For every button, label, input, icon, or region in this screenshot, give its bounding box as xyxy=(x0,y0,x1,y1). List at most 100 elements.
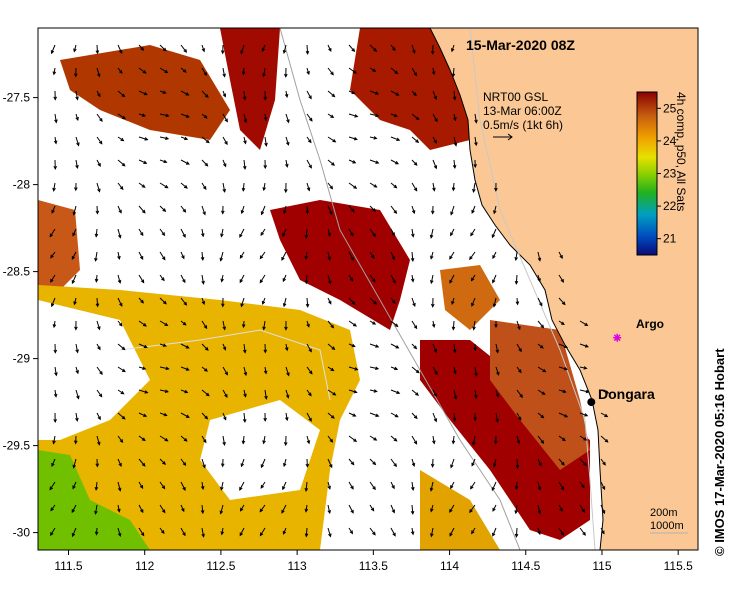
current-vector xyxy=(159,389,169,393)
current-vector-head xyxy=(540,414,545,419)
current-vector xyxy=(516,458,519,468)
current-vector xyxy=(49,228,56,237)
current-vector-head xyxy=(163,159,168,164)
current-vector xyxy=(327,159,335,166)
current-vector-head xyxy=(259,279,264,284)
plot-frame xyxy=(37,27,699,551)
current-vector xyxy=(96,297,99,307)
current-vector-head xyxy=(393,113,398,118)
current-vector-head xyxy=(141,462,146,467)
current-vector-head xyxy=(182,462,187,467)
current-vector xyxy=(579,458,587,466)
current-vector-head xyxy=(243,140,247,145)
current-vector-head xyxy=(517,326,521,331)
current-vector xyxy=(220,251,224,261)
current-vector xyxy=(138,90,148,96)
current-vector xyxy=(117,412,126,420)
current-vector xyxy=(138,205,146,214)
colorbar-tick-label: 24 xyxy=(663,134,677,148)
current-vector xyxy=(453,389,457,399)
current-vector-head xyxy=(433,165,438,170)
current-vector xyxy=(259,527,266,536)
current-vector-head xyxy=(432,440,436,445)
current-vector-head xyxy=(72,211,77,216)
current-vector-head xyxy=(75,116,79,122)
current-vector xyxy=(390,90,399,96)
current-vector xyxy=(54,366,57,376)
current-vector xyxy=(579,412,588,417)
current-vector-head xyxy=(372,233,376,238)
current-vector-head xyxy=(53,165,58,171)
current-vector-head xyxy=(262,73,266,78)
lat-tick-label: -29 xyxy=(13,352,31,366)
current-vector xyxy=(390,458,397,467)
isobath-legend: 200m 1000m xyxy=(650,507,684,533)
current-vector-head xyxy=(413,187,418,192)
current-vector-head xyxy=(372,531,376,536)
current-vector-head xyxy=(97,188,101,193)
current-vector xyxy=(242,435,245,444)
current-vector-head xyxy=(122,115,126,120)
current-vector-head xyxy=(139,256,144,260)
current-vector-head xyxy=(492,532,496,537)
current-vector-head xyxy=(283,442,288,447)
current-vector xyxy=(450,205,455,215)
current-vector-head xyxy=(496,371,500,376)
current-vector-head xyxy=(306,323,310,328)
current-vector xyxy=(369,527,376,535)
current-vector-head xyxy=(281,509,285,514)
argo-star-icon[interactable] xyxy=(613,333,622,342)
dongara-dot-icon[interactable] xyxy=(587,398,596,407)
current-vector-head xyxy=(331,93,336,98)
current-vector-head xyxy=(328,300,332,305)
current-vector xyxy=(348,481,354,490)
current-vector-head xyxy=(353,323,357,327)
current-vector xyxy=(558,412,568,418)
current-vector-head xyxy=(542,368,547,373)
current-vector-head xyxy=(304,280,309,285)
current-vector-head xyxy=(76,395,80,400)
current-vector-head xyxy=(160,530,165,535)
current-vector-head xyxy=(144,390,149,394)
current-vector xyxy=(282,228,287,237)
current-vector xyxy=(327,343,335,350)
current-vector xyxy=(180,113,190,118)
current-vector-head xyxy=(434,371,438,376)
current-vector-head xyxy=(73,48,77,53)
current-vector-head xyxy=(95,463,100,468)
current-vector xyxy=(50,251,56,259)
isobath-1000m xyxy=(279,28,521,550)
current-vector xyxy=(430,504,434,512)
current-vector xyxy=(390,182,397,189)
current-vector xyxy=(558,527,564,536)
latitude-axis: -27.5 -28 -28.5 -29 -29.5 -30 xyxy=(3,91,38,540)
current-vector-head xyxy=(353,438,358,443)
current-vector xyxy=(495,389,499,397)
current-vector xyxy=(348,320,357,327)
current-vector xyxy=(453,136,457,146)
current-vector-head xyxy=(242,349,247,354)
current-vector-head xyxy=(202,211,206,216)
place-label-dongara[interactable]: Dongara xyxy=(598,386,655,402)
current-vector xyxy=(261,205,266,215)
current-vector xyxy=(600,481,606,490)
current-vector-head xyxy=(161,232,166,237)
current-vector-head xyxy=(415,139,420,143)
current-vector-head xyxy=(241,440,246,445)
current-vector xyxy=(558,343,568,348)
place-label-argo[interactable]: Argo xyxy=(636,317,664,331)
current-vector-head xyxy=(261,300,266,305)
current-vector xyxy=(180,44,187,53)
current-vector-head xyxy=(352,160,357,164)
current-vector xyxy=(369,228,376,237)
current-vector-head xyxy=(72,485,76,490)
current-vector xyxy=(495,366,500,375)
current-vector-head xyxy=(143,413,148,417)
current-vector xyxy=(75,159,78,169)
current-vector xyxy=(159,228,165,236)
current-vector xyxy=(369,366,379,370)
current-vector-head xyxy=(260,464,265,469)
current-vector xyxy=(285,136,289,146)
current-vector xyxy=(471,297,476,307)
